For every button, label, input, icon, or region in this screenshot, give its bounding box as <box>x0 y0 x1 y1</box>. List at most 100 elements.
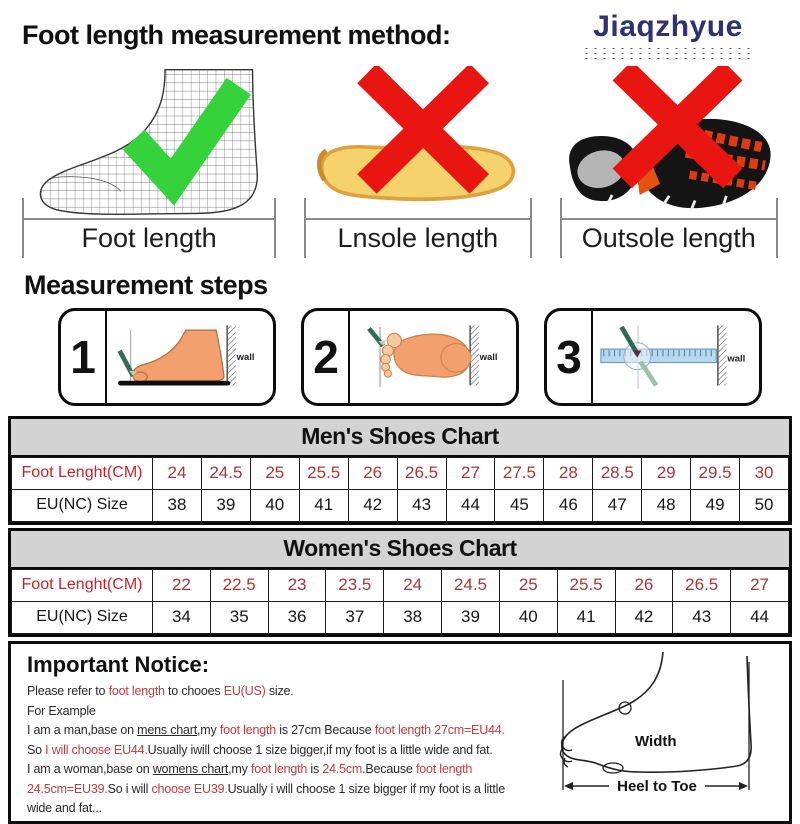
womens-chart-title: Women's Shoes Chart <box>11 531 789 569</box>
mens-length-cell: 27.5 <box>494 457 545 490</box>
step-2-svg: wall <box>367 325 498 388</box>
notice-text-segment: 24.5cm <box>322 762 363 776</box>
mens-size-cell: 42 <box>347 489 398 522</box>
notice-line: I am a man,base on mens chart,my foot le… <box>27 721 775 741</box>
outsole-illustration <box>546 66 792 218</box>
notice-title: Important Notice: <box>27 652 210 677</box>
womens-length-cell: 23 <box>267 569 327 602</box>
mens-length-cell: 29.5 <box>690 457 741 490</box>
brand-block: Jiaqzhyue <box>582 10 780 61</box>
notice-text-segment: I will choose EU44. <box>45 742 148 757</box>
insole-svg <box>317 66 516 202</box>
womens-size-label: EU(NC) Size <box>11 601 153 634</box>
womens-foot-length-row: Foot Lenght(CM) 22 22.5 23 23.5 24 24.5 25 25.5 2… <box>11 569 789 602</box>
steps-section-title: Measurement steps <box>24 270 268 300</box>
notice-text-segment: So <box>27 742 46 757</box>
womens-size-cell: 40 <box>498 601 558 634</box>
mens-size-cell: 50 <box>739 489 789 522</box>
outsole-svg <box>569 66 772 211</box>
step-1-number: 1 <box>61 311 107 403</box>
brand-dots-decoration <box>582 46 754 61</box>
foot-measure-diagram: Width Heel to Toe <box>559 651 752 796</box>
womens-length-cell: 24.5 <box>441 569 500 602</box>
step-3-box: 3 wall <box>544 308 762 406</box>
outsole-length-label: Outsole length <box>559 198 779 264</box>
step-3-svg: wall <box>600 325 745 389</box>
notice-text-segment: foot length <box>250 762 308 776</box>
mens-size-cell: 38 <box>152 489 202 522</box>
mens-size-cell: 48 <box>641 489 692 522</box>
womens-length-cell: 26 <box>614 569 674 602</box>
mens-length-cell: 24.5 <box>200 457 251 490</box>
notice-line: wide and fat... <box>27 799 775 819</box>
mens-length-cell: 30 <box>739 457 789 490</box>
notice-text-segment: Usually i will choose 1 size bigger if m… <box>227 781 506 796</box>
notice-text-segment: ,my <box>197 723 220 737</box>
notice-line: So I will choose EU44.Usually iwill choo… <box>27 741 775 761</box>
womens-length-cell: 22.5 <box>209 569 269 602</box>
notice-text-segment: size. <box>265 684 294 698</box>
wall-label: wall <box>726 354 745 365</box>
womens-size-cell: 34 <box>152 601 211 634</box>
notice-text-segment: womens chart <box>152 762 229 776</box>
notice-text-segment: foot length <box>415 762 473 776</box>
step-1-svg: wall <box>117 325 255 386</box>
mens-shoes-chart: Men's Shoes Chart Foot Lenght(CM) 24 24.5 2… <box>8 416 792 525</box>
mens-size-cell: 46 <box>543 489 594 522</box>
mens-size-cell: 41 <box>298 489 349 522</box>
notice-text-segment: is <box>307 762 323 776</box>
mens-length-cell: 27 <box>445 457 496 490</box>
wall-label: wall <box>236 352 255 363</box>
wall-label: wall <box>479 352 498 363</box>
notice-text-segment: I am a woman,base on <box>27 762 153 776</box>
step-1-box: 1 wall <box>58 308 276 406</box>
mens-length-cell: 28 <box>543 457 594 490</box>
womens-length-cell: 26.5 <box>672 569 732 602</box>
mens-size-label: EU(NC) Size <box>11 489 153 522</box>
notice-line: 24.5cm=EU39.So i will choose EU39.Usuall… <box>27 780 775 800</box>
womens-eu-size-row: EU(NC) Size 34 35 36 37 38 39 40 41 42 43 44 <box>11 601 789 634</box>
foot-side-view <box>132 329 225 382</box>
outsole-length-example: Outsole length <box>546 66 792 264</box>
notice-text-segment: Please refer to <box>27 684 109 698</box>
mens-length-cell: 28.5 <box>592 457 643 490</box>
notice-text-segment: Usually iwill choose 1 size bigger,if my… <box>147 742 493 757</box>
notice-line: Please refer to foot length to chooes EU… <box>27 682 775 702</box>
notice-text-segment: I am a man,base on <box>27 723 138 737</box>
red-cross-icon <box>357 66 490 194</box>
important-notice: Important Notice: Please refer to foot l… <box>8 641 792 824</box>
wireframe-foot-svg <box>39 68 258 216</box>
womens-size-cell: 36 <box>267 601 327 634</box>
mens-length-cell: 25 <box>249 457 300 490</box>
notice-text-segment: choose EU39. <box>151 781 228 796</box>
steps-row: 1 wall 2 <box>8 308 792 406</box>
womens-size-cell: 44 <box>730 601 789 634</box>
heel-to-toe-label: Heel to Toe <box>617 778 697 795</box>
mens-length-cell: 24 <box>152 457 202 490</box>
notice-text-segment: foot length <box>108 684 165 698</box>
mens-length-cell: 26 <box>347 457 398 490</box>
womens-size-cell: 38 <box>383 601 443 634</box>
notice-text-segment: foot length <box>219 723 276 737</box>
mens-size-cell: 49 <box>690 489 741 522</box>
notice-text-segment: For Example <box>27 703 96 718</box>
width-label: Width <box>635 733 677 750</box>
arrow-left-icon <box>564 782 573 790</box>
wireframe-foot-illustration <box>8 66 290 218</box>
notice-text-segment: foot length 27cm=EU44. <box>374 723 505 737</box>
mens-size-cell: 39 <box>200 489 251 522</box>
womens-size-cell: 42 <box>614 601 674 634</box>
insole-length-example: Lnsole length <box>290 66 545 264</box>
mens-chart-title: Men's Shoes Chart <box>11 419 789 457</box>
notice-text-segment: is 27cm Because <box>276 723 375 737</box>
womens-length-cell: 25 <box>498 569 558 602</box>
notice-line: I am a woman,base on womens chart,my foo… <box>27 760 775 780</box>
foot-length-label: Foot length <box>22 198 277 264</box>
mens-size-cell: 43 <box>396 489 447 522</box>
womens-size-cell: 35 <box>209 601 269 634</box>
notice-line: For Example <box>27 702 775 722</box>
womens-length-cell: 27 <box>730 569 789 602</box>
mens-size-cell: 40 <box>249 489 300 522</box>
step-3-number: 3 <box>547 311 593 403</box>
